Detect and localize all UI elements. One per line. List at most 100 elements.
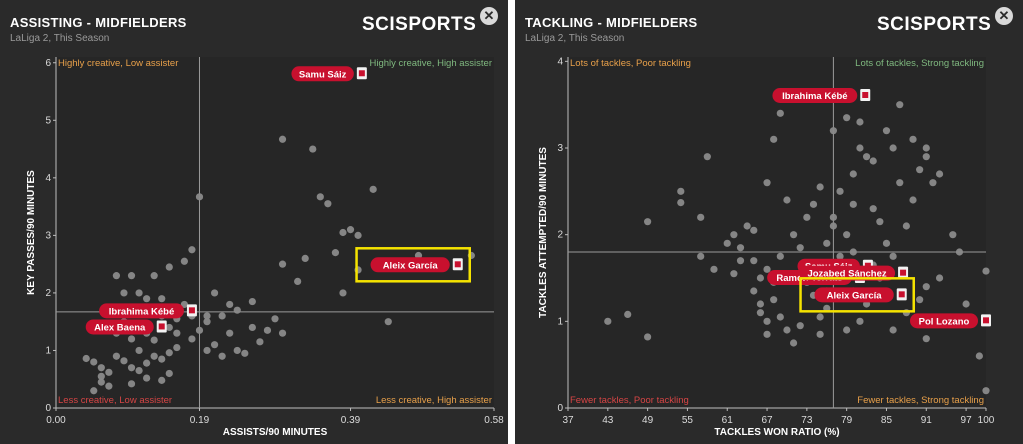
data-point — [876, 218, 884, 226]
x-tick-label: 91 — [921, 415, 933, 426]
player-name-label: Pol Lozano — [919, 316, 970, 327]
player-label-pill — [772, 88, 858, 103]
data-point — [849, 200, 857, 208]
data-point — [882, 127, 891, 135]
data-point — [210, 289, 219, 297]
data-point — [949, 231, 957, 239]
data-point — [697, 252, 705, 260]
y-tick-label: 1 — [557, 316, 563, 327]
chart-title: ASSISTING - MIDFIELDERS — [10, 15, 187, 30]
x-tick-label: 0.39 — [341, 415, 361, 426]
data-point — [843, 114, 851, 122]
x-tick-label: 37 — [562, 415, 574, 426]
data-point — [750, 226, 758, 234]
data-point — [644, 333, 652, 341]
data-point — [180, 300, 188, 309]
x-tick-label: 49 — [642, 415, 654, 426]
data-point — [829, 222, 837, 230]
data-point — [829, 213, 837, 221]
data-point — [120, 289, 128, 297]
data-point — [935, 170, 944, 178]
data-point — [736, 257, 745, 265]
data-point — [158, 295, 166, 303]
data-point — [896, 101, 904, 109]
x-tick-label: 67 — [761, 415, 773, 426]
data-point — [736, 244, 745, 252]
data-point — [869, 205, 877, 213]
x-tick-label: 0.19 — [190, 415, 210, 426]
data-point — [856, 317, 864, 325]
data-point — [789, 231, 798, 239]
data-point — [127, 335, 136, 343]
data-point — [836, 252, 844, 260]
quadrant-label-top-right: Lots of tackles, Strong tackling — [855, 58, 984, 69]
close-icon[interactable]: ✕ — [480, 7, 498, 25]
x-tick-label: 61 — [722, 415, 734, 426]
y-axis-label: KEY PASSES/90 MINUTES — [26, 170, 37, 295]
data-point — [677, 199, 685, 207]
data-point — [756, 274, 765, 282]
quadrant-label-bottom-right: Less creative, High assister — [376, 395, 492, 406]
data-point — [763, 330, 771, 338]
plot-area — [568, 57, 986, 408]
data-point — [339, 289, 347, 297]
data-point — [210, 341, 219, 349]
x-tick-label: 55 — [682, 415, 694, 426]
data-point — [369, 185, 377, 193]
data-point — [226, 300, 234, 309]
data-point — [935, 274, 944, 282]
scatter-plot: 37 43 49 55 61 67 73 79 85 91 97 100 0 1 2 3 4 TACKLES WO… — [538, 56, 995, 438]
data-point — [165, 263, 173, 271]
jersey-badge — [900, 269, 907, 276]
x-tick-label: 79 — [841, 415, 853, 426]
player-name-label: Aleix García — [827, 290, 883, 301]
data-point — [750, 257, 758, 265]
quadrant-label-top-left: Highly creative, Low assister — [58, 58, 178, 69]
data-point — [697, 213, 705, 221]
data-point — [889, 144, 897, 152]
player-label-pill — [370, 257, 450, 273]
y-tick-label: 0 — [557, 403, 563, 414]
y-tick-label: 3 — [557, 143, 563, 154]
data-point — [823, 239, 831, 247]
data-point — [882, 239, 891, 247]
data-point — [120, 357, 128, 365]
data-point — [278, 135, 287, 143]
data-point — [776, 313, 784, 321]
data-point — [929, 179, 937, 187]
data-point — [278, 329, 287, 337]
close-icon[interactable]: ✕ — [995, 7, 1013, 25]
data-point — [105, 368, 113, 376]
jersey-badge — [983, 317, 989, 324]
tackling-chart-panel: TACKLING - MIDFIELDERS LaLiga 2, This Se… — [515, 0, 1023, 444]
brand-logo: SCISPORTS — [362, 14, 477, 35]
data-point — [604, 317, 612, 325]
player-marker: Ibrahima Kébé — [772, 88, 871, 103]
data-point — [248, 297, 256, 306]
brand-logo: SCISPORTS — [877, 14, 992, 35]
data-point — [856, 118, 864, 126]
player-label-pill — [814, 287, 894, 303]
data-point — [97, 364, 105, 372]
data-point — [909, 196, 917, 204]
player-marker: Alex Baena — [85, 319, 167, 335]
data-point — [975, 352, 983, 360]
y-tick-label: 1 — [45, 345, 51, 356]
data-point — [982, 387, 990, 395]
scatter-plot: 0.00 0.19 0.39 0.58 0 1 2 3 4 5 6 ASSISTS/90 MINUTE… — [26, 57, 504, 438]
jersey-badge — [862, 92, 869, 98]
data-point — [143, 374, 151, 382]
data-point — [324, 200, 332, 208]
data-point — [922, 153, 930, 161]
jersey-badge — [898, 291, 905, 298]
quadrant-label-top-right: Highly creative, High assister — [370, 58, 493, 69]
data-point — [770, 135, 778, 143]
data-point — [743, 222, 751, 230]
data-point — [849, 170, 857, 178]
data-point — [90, 387, 98, 395]
data-point — [955, 248, 964, 256]
chart-title: TACKLING - MIDFIELDERS — [525, 15, 698, 30]
data-point — [135, 366, 143, 375]
y-tick-label: 0 — [45, 403, 51, 414]
player-name-label: Aleix García — [383, 260, 439, 271]
